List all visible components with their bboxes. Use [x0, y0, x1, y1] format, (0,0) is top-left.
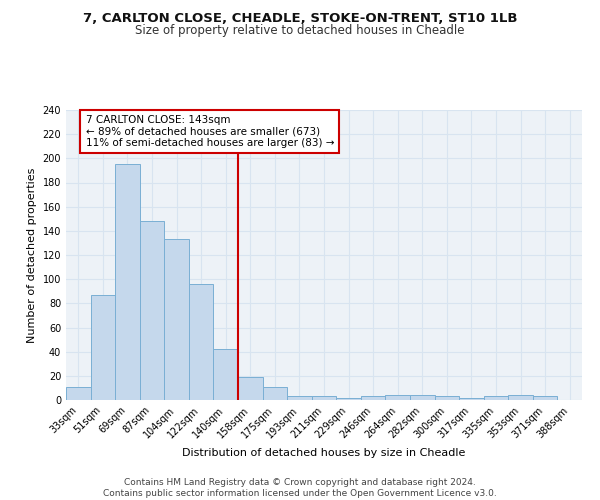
Text: Contains HM Land Registry data © Crown copyright and database right 2024.
Contai: Contains HM Land Registry data © Crown c…: [103, 478, 497, 498]
X-axis label: Distribution of detached houses by size in Cheadle: Distribution of detached houses by size …: [182, 448, 466, 458]
Text: Size of property relative to detached houses in Cheadle: Size of property relative to detached ho…: [135, 24, 465, 37]
Bar: [385, 395, 410, 400]
Text: 7, CARLTON CLOSE, CHEADLE, STOKE-ON-TRENT, ST10 1LB: 7, CARLTON CLOSE, CHEADLE, STOKE-ON-TREN…: [83, 12, 517, 26]
Bar: [484, 396, 508, 400]
Bar: [214, 349, 238, 400]
Text: 7 CARLTON CLOSE: 143sqm
← 89% of detached houses are smaller (673)
11% of semi-d: 7 CARLTON CLOSE: 143sqm ← 89% of detache…: [86, 115, 334, 148]
Bar: [508, 395, 533, 400]
Bar: [287, 396, 312, 400]
Bar: [533, 396, 557, 400]
Bar: [263, 386, 287, 400]
Bar: [189, 284, 214, 400]
Bar: [140, 221, 164, 400]
Y-axis label: Number of detached properties: Number of detached properties: [27, 168, 37, 342]
Bar: [434, 396, 459, 400]
Bar: [410, 395, 434, 400]
Bar: [91, 295, 115, 400]
Bar: [459, 398, 484, 400]
Bar: [66, 386, 91, 400]
Bar: [336, 398, 361, 400]
Bar: [238, 377, 263, 400]
Bar: [164, 240, 189, 400]
Bar: [312, 396, 336, 400]
Bar: [361, 396, 385, 400]
Bar: [115, 164, 140, 400]
